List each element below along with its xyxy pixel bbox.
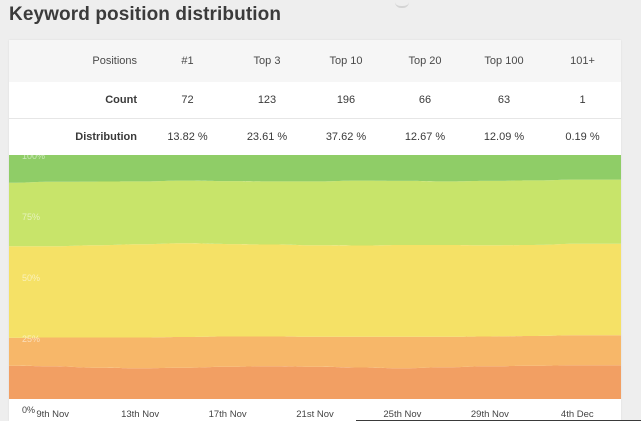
table-cell: 66 (418, 93, 432, 106)
y-tick-label: 0% (22, 405, 35, 415)
area-series-top-100[interactable] (9, 155, 621, 183)
column-header[interactable]: Top 10 (329, 55, 363, 67)
column-header[interactable]: Top 20 (408, 55, 442, 67)
camera-icon (395, 0, 409, 8)
table-cell: 196 (336, 93, 356, 106)
table-row-count: Count 72 123 196 66 63 1 (9, 82, 621, 118)
x-tick-label: 29th Nov (471, 409, 509, 420)
y-tick-label: 25% (22, 334, 40, 344)
column-header[interactable]: 101+ (570, 55, 595, 67)
x-tick-label: 21st Nov (296, 409, 334, 420)
column-header-positions: Positions (92, 55, 137, 67)
x-tick-label: 17th Nov (209, 409, 247, 420)
page-title: Keyword position distribution (9, 4, 282, 25)
chart-canvas: 0% 25% 50% 75% 100% 9th Nov 13th Nov 17th Nov 21… (9, 151, 621, 420)
x-tick-label: 25th Nov (383, 409, 421, 420)
table-cell: 12.67 % (404, 130, 446, 143)
table-header-row: Positions #1 Top 3 Top 10 Top 20 Top 100… (9, 40, 621, 82)
column-header[interactable]: Top 3 (253, 55, 281, 67)
table-cell: 63 (497, 93, 511, 106)
table-cell: 1 (579, 93, 586, 106)
column-header[interactable]: #1 (181, 55, 194, 67)
area-series-top-3[interactable] (9, 335, 621, 369)
table-cell: 123 (257, 93, 277, 106)
table-cell: 72 (181, 93, 194, 106)
column-header[interactable]: Top 100 (484, 55, 524, 67)
row-label: Count (105, 93, 137, 106)
table-cell: 13.82 % (167, 130, 208, 143)
y-tick-label: 75% (22, 212, 40, 222)
y-tick-label: 50% (22, 273, 40, 283)
distribution-panel: Positions #1 Top 3 Top 10 Top 20 Top 100… (9, 40, 621, 421)
stacked-area-chart: 0% 25% 50% 75% 100% 9th Nov 13th Nov 17th Nov 21… (9, 151, 621, 421)
area-series--1[interactable] (9, 365, 621, 399)
table-row-distribution: Distribution 13.82 % 23.61 % 37.62 % 12.… (9, 118, 621, 155)
area-series-top-20[interactable] (9, 179, 621, 247)
area-series-top-10[interactable] (9, 243, 621, 338)
distribution-table: Positions #1 Top 3 Top 10 Top 20 Top 100… (9, 40, 621, 155)
table-cell: 37.62 % (325, 130, 367, 143)
x-tick-label: 13th Nov (121, 409, 159, 420)
table-cell: 12.09 % (483, 130, 525, 143)
row-label: Distribution (75, 130, 137, 143)
x-tick-label: 9th Nov (36, 409, 69, 420)
table-cell: 0.19 % (565, 130, 600, 143)
y-tick-label: 100% (22, 155, 45, 161)
x-tick-label: 4th Dec (561, 409, 594, 420)
table-cell: 23.61 % (246, 130, 288, 143)
